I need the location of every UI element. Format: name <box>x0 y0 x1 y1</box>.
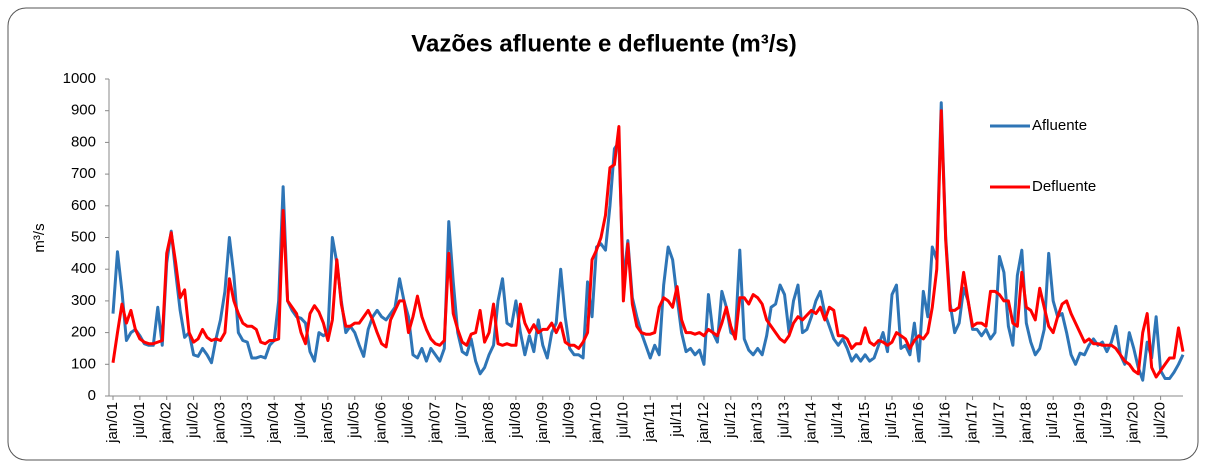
x-tick-label: jan/10 <box>587 402 604 444</box>
y-tick-label: 1000 <box>63 70 96 87</box>
x-tick-label: jul/17 <box>990 402 1007 439</box>
x-tick-label: jan/03 <box>211 402 228 444</box>
x-tick-label: jan/15 <box>856 402 873 444</box>
x-tick-label: jul/15 <box>883 402 900 439</box>
x-tick-label: jan/11 <box>641 402 658 443</box>
x-tick-label: jan/08 <box>480 402 497 444</box>
legend-label: Defluente <box>1032 178 1096 195</box>
x-tick-label: jan/12 <box>695 402 712 444</box>
x-tick-label: jan/07 <box>426 402 443 444</box>
x-tick-label: jul/07 <box>453 402 470 439</box>
x-tick-label: jan/06 <box>373 402 390 444</box>
x-tick-label: jul/13 <box>776 402 793 439</box>
x-tick-label: jul/11 <box>668 402 685 438</box>
x-tick-label: jan/20 <box>1125 402 1142 444</box>
x-tick-label: jul/06 <box>399 402 416 439</box>
x-tick-label: jul/01 <box>131 402 148 439</box>
y-tick-label: 100 <box>71 355 96 372</box>
x-tick-label: jan/17 <box>964 402 981 444</box>
x-tick-label: jul/10 <box>614 402 631 439</box>
y-tick-label: 700 <box>71 165 96 182</box>
x-tick-label: jan/18 <box>1017 402 1034 444</box>
y-tick-label: 600 <box>71 197 96 214</box>
x-tick-label: jul/08 <box>507 402 524 439</box>
y-tick-label: 300 <box>71 292 96 309</box>
x-tick-label: jul/12 <box>722 402 739 439</box>
y-axis-label: m³/s <box>31 223 48 252</box>
y-tick-label: 0 <box>88 387 96 404</box>
x-tick-label: jan/16 <box>910 402 927 444</box>
x-tick-label: jul/02 <box>185 402 202 439</box>
x-tick-label: jan/05 <box>319 402 336 444</box>
series-line <box>111 101 1185 382</box>
x-tick-label: jan/19 <box>1071 402 1088 444</box>
legend-label: Afluente <box>1032 117 1087 134</box>
x-tick-label: jul/18 <box>1044 402 1061 439</box>
series-line <box>111 109 1185 379</box>
x-tick-label: jul/04 <box>292 402 309 439</box>
y-tick-label: 400 <box>71 260 96 277</box>
y-tick-label: 500 <box>71 228 96 245</box>
y-tick-label: 200 <box>71 324 96 341</box>
x-tick-label: jul/19 <box>1098 402 1115 439</box>
x-tick-label: jan/02 <box>158 402 175 444</box>
x-tick-label: jul/05 <box>346 402 363 439</box>
x-tick-label: jan/01 <box>104 402 121 444</box>
x-tick-label: jul/20 <box>1152 402 1169 439</box>
y-tick-label: 900 <box>71 102 96 119</box>
x-tick-label: jan/09 <box>534 402 551 444</box>
chart-title: Vazões afluente e defluente (m³/s) <box>411 30 796 57</box>
x-tick-label: jul/14 <box>829 402 846 439</box>
x-tick-label: jan/13 <box>749 402 766 444</box>
x-tick-label: jul/16 <box>937 402 954 439</box>
x-tick-label: jul/09 <box>561 402 578 439</box>
y-tick-label: 800 <box>71 133 96 150</box>
x-tick-label: jan/14 <box>802 402 819 444</box>
x-tick-label: jan/04 <box>265 402 282 444</box>
x-tick-label: jul/03 <box>238 402 255 439</box>
